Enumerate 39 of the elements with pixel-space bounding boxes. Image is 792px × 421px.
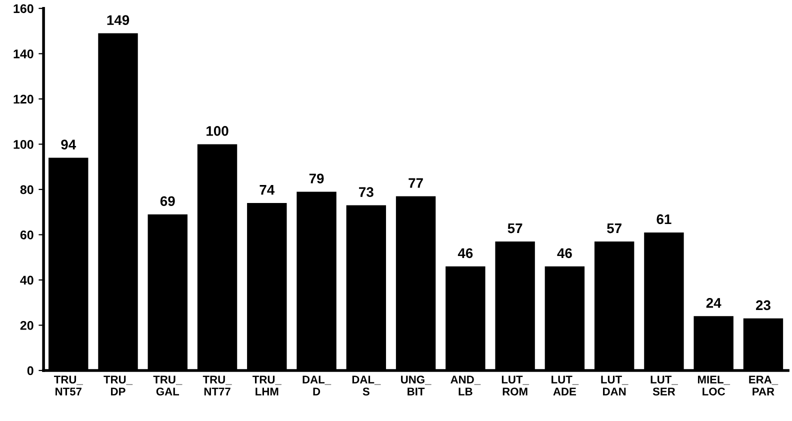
x-tick-label: LUT_ ROM xyxy=(502,376,530,396)
x-tick-label: DAL_ S xyxy=(352,376,381,396)
x-tick-label: MIEL_ LOC xyxy=(698,376,730,396)
data-label: 57 xyxy=(508,224,522,234)
data-label: 77 xyxy=(408,178,423,188)
data-label: 79 xyxy=(309,174,324,184)
x-tick-label: UNG_ BIT xyxy=(401,376,432,396)
y-tick-label: 160 xyxy=(14,4,34,14)
data-label: 57 xyxy=(607,224,622,234)
x-tick-label: LUT_ SER xyxy=(650,376,678,396)
y-tick-label: 120 xyxy=(14,94,34,104)
data-label: 74 xyxy=(260,185,275,195)
x-tick-label: AND_ LB xyxy=(450,376,481,396)
x-tick-label: TRU_ NT57 xyxy=(54,376,83,396)
data-label: 69 xyxy=(160,196,175,206)
x-tick-label: LUT_ DAN xyxy=(601,376,628,396)
y-tick-label: 140 xyxy=(14,49,34,58)
y-tick-label: 100 xyxy=(14,140,34,149)
y-tick-label: 60 xyxy=(20,230,34,240)
x-tick-label: DAL_ D xyxy=(302,376,332,396)
data-label: 23 xyxy=(756,300,770,310)
y-tick-label: 20 xyxy=(20,321,34,330)
data-label: 61 xyxy=(656,214,672,224)
data-label: 94 xyxy=(61,140,76,150)
x-tick-label: TRU_ GAL xyxy=(153,376,182,396)
data-label: 46 xyxy=(557,248,572,258)
x-tick-label: TRU_ NT77 xyxy=(202,376,232,396)
y-tick-label: 0 xyxy=(27,366,34,376)
data-label: 73 xyxy=(359,187,374,198)
x-tick-label: TRU_ LHM xyxy=(252,376,282,396)
data-label: 100 xyxy=(206,126,228,136)
y-tick-label: 80 xyxy=(20,185,34,194)
y-tick-label: 40 xyxy=(20,276,34,285)
data-label: 24 xyxy=(706,298,722,308)
data-label: 46 xyxy=(458,248,473,258)
x-tick-label: LUT_ ADE xyxy=(552,376,579,396)
data-label: 149 xyxy=(107,15,130,26)
x-tick-label: TRU_ DP xyxy=(104,376,133,396)
x-tick-label: ERA_ PAR xyxy=(749,376,778,396)
